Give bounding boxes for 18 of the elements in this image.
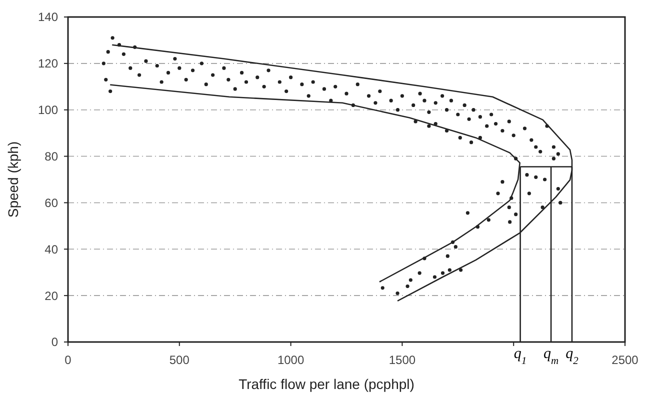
x-axis-title: Traffic flow per lane (pcphpl) (238, 376, 414, 392)
y-tick-label: 60 (44, 196, 58, 210)
y-tick-label: 120 (38, 56, 58, 71)
y-tick-label: 80 (44, 149, 58, 164)
annotation: q$_{1}$ (514, 346, 527, 366)
x-tick-label: 1000 (277, 353, 304, 367)
annotation: q$_{m}$ (543, 346, 559, 366)
y-tick-label: 0 (51, 335, 58, 350)
y-tick-label: 40 (44, 242, 58, 256)
x-tick-label: 0 (64, 353, 72, 367)
x-tick-label: 2500 (612, 353, 639, 367)
y-tick-label: 20 (44, 288, 58, 303)
x-tick-label: 500 (169, 353, 190, 367)
annotation: q$_{2}$ (566, 346, 580, 366)
x-tick-label: 1500 (388, 353, 416, 367)
y-tick-label: 100 (38, 103, 58, 118)
y-tick-label: 140 (38, 10, 58, 24)
y-axis-title: Speed (kph) (5, 141, 21, 218)
